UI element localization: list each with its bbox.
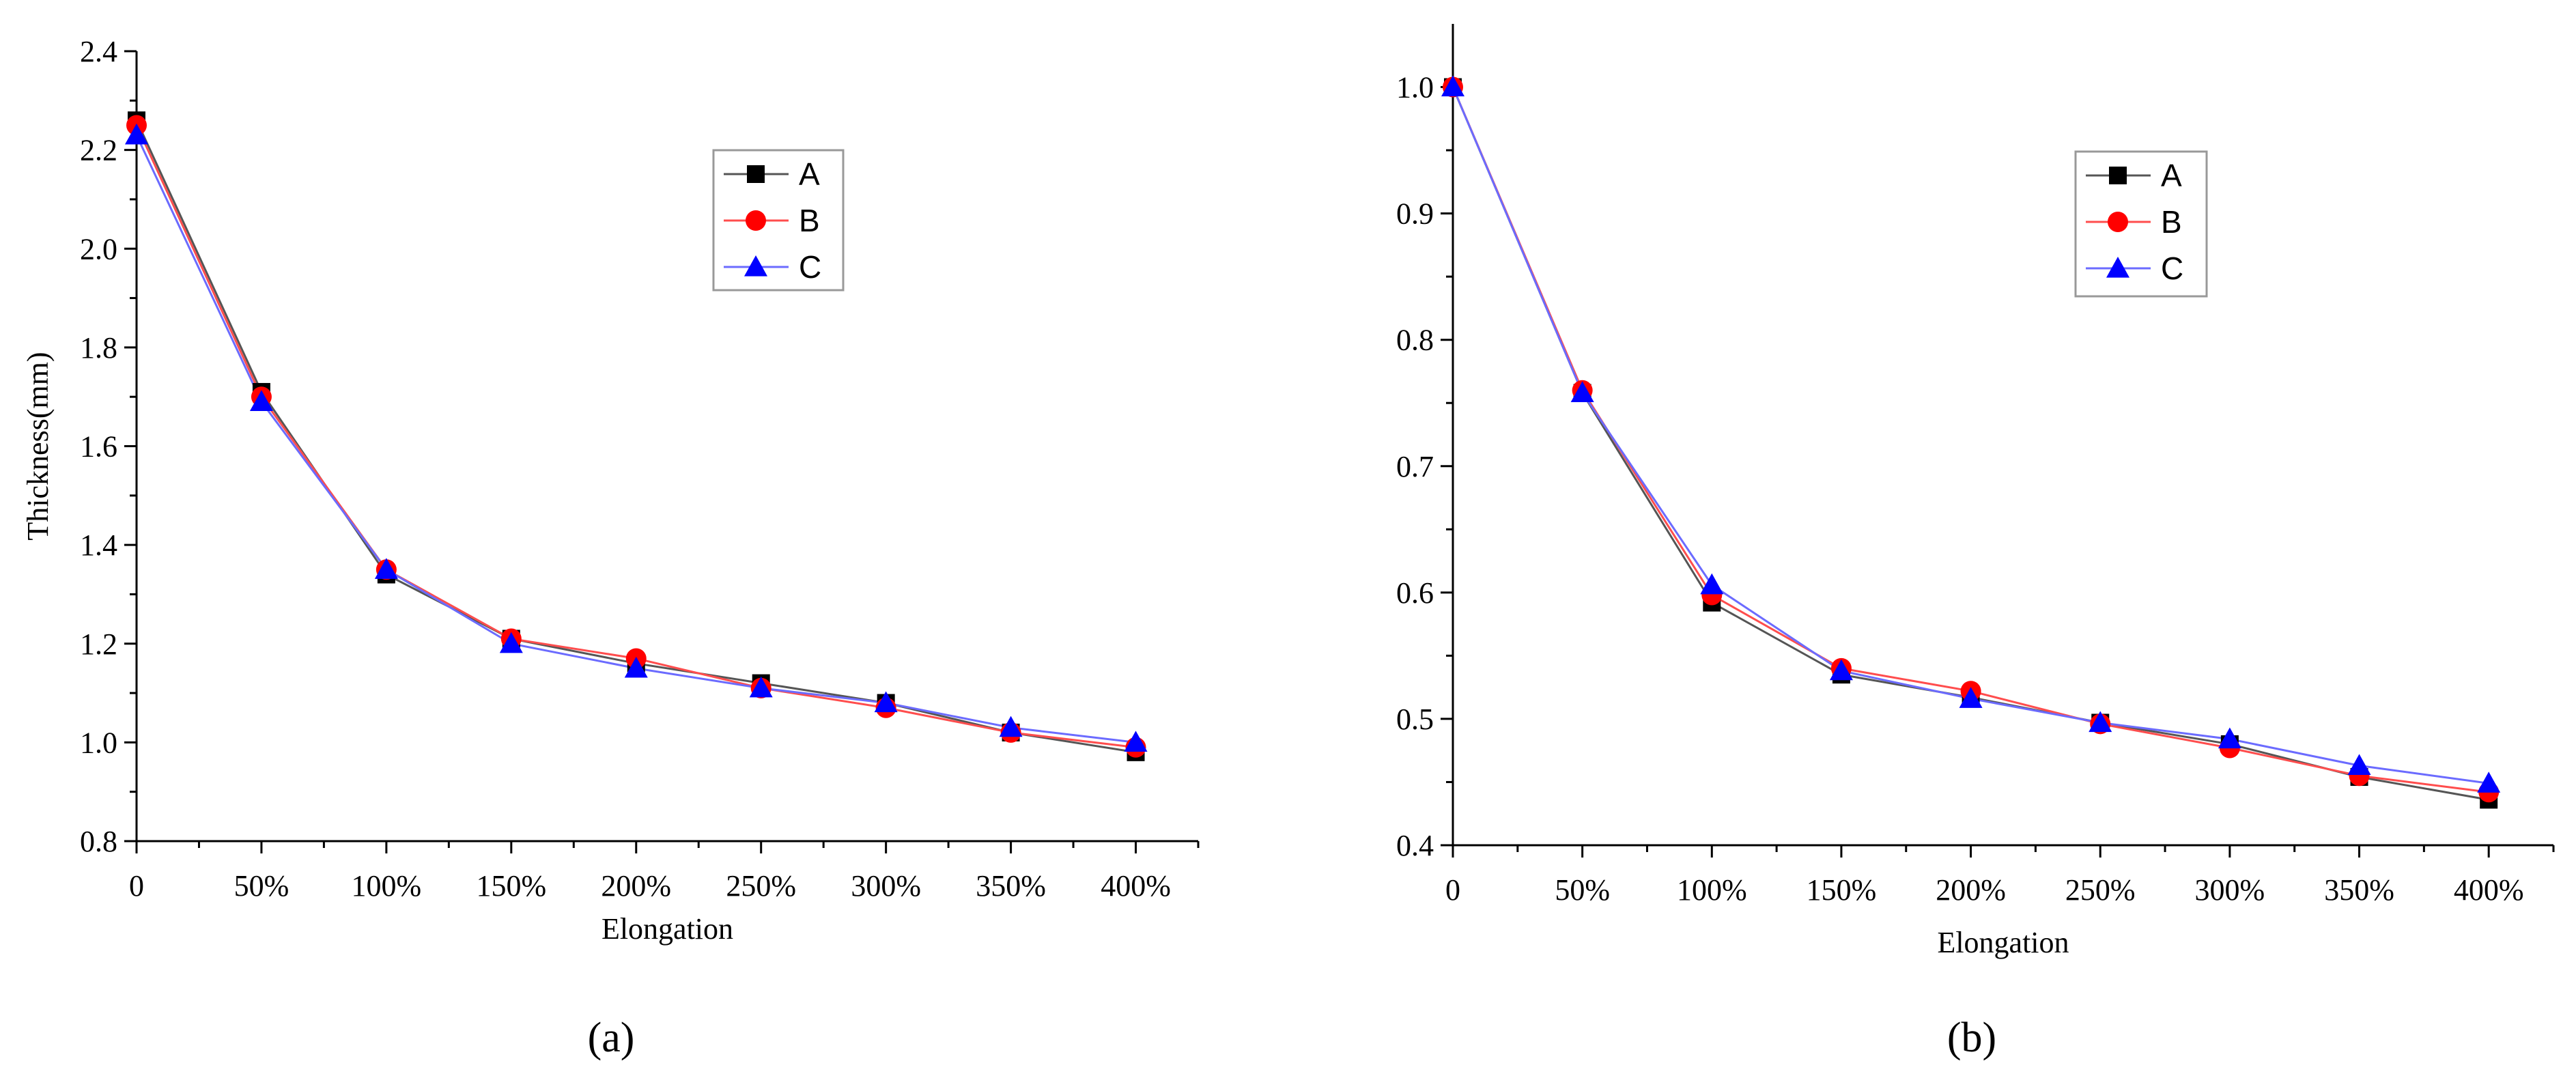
x-tick-label: 200% xyxy=(1936,873,2006,907)
x-tick-label: 0 xyxy=(129,869,144,903)
x-tick-label: 250% xyxy=(2065,873,2136,907)
y-tick-label: 2.2 xyxy=(80,134,117,167)
series-C-point xyxy=(874,691,898,713)
legend-label: B xyxy=(799,203,820,238)
x-tick-label: 250% xyxy=(726,869,796,903)
y-tick-label: 2.0 xyxy=(80,232,117,266)
x-tick-label: 150% xyxy=(476,869,546,903)
legend-label: B xyxy=(2161,204,2182,240)
y-tick-label: 1.6 xyxy=(80,430,117,464)
legend-label: A xyxy=(2161,158,2182,193)
x-tick-label: 400% xyxy=(2454,873,2524,907)
legend-box xyxy=(2074,150,2208,298)
x-tick-label: 150% xyxy=(1807,873,1877,907)
chart-panel-a: 0.8 1.0 1.2 1.4 1.6 1.8 2.0 2.2 2.4 0 50% 100% 150% 2… xyxy=(21,35,1200,1061)
x-axis-label: Elongation xyxy=(1937,926,2069,959)
series-C-point xyxy=(1124,731,1148,752)
series-C-point xyxy=(999,716,1023,737)
y-tick-label: 0.6 xyxy=(1396,576,1434,610)
y-axis-label: Thickness(mm) xyxy=(21,352,55,540)
series-C-point xyxy=(749,676,773,698)
x-tick-label: 350% xyxy=(2324,873,2394,907)
y-tick-label: 1.4 xyxy=(80,528,117,562)
x-tick-label: 0 xyxy=(1445,873,1460,907)
y-tick-label: 1.8 xyxy=(80,331,117,365)
x-axis-label: Elongation xyxy=(601,912,733,946)
x-tick-label: 100% xyxy=(1677,873,1747,907)
y-tick-label: 1.2 xyxy=(80,627,117,661)
series-C-point xyxy=(2477,771,2501,793)
series-C-point xyxy=(125,123,148,145)
series-C-point xyxy=(374,558,398,579)
x-tick-label: 400% xyxy=(1101,869,1171,903)
series-C-point xyxy=(2218,727,2241,749)
legend-marker xyxy=(744,255,767,277)
x-tick-label: 100% xyxy=(352,869,422,903)
y-tick-label: 0.8 xyxy=(1396,324,1434,357)
x-tick-label: 300% xyxy=(851,869,921,903)
x-tick-label: 300% xyxy=(2195,873,2265,907)
series-C-point xyxy=(1441,75,1464,97)
chart-panel-b: 0.4 0.5 0.6 0.7 0.8 0.9 1.0 0 50% 100% 150% 200% 250… xyxy=(1396,24,2555,1061)
x-tick-label: 200% xyxy=(601,869,671,903)
series-C-point xyxy=(1570,381,1594,403)
y-tick-label: 1.0 xyxy=(80,726,117,759)
legend-marker xyxy=(2108,212,2128,232)
y-tick-label: 0.7 xyxy=(1396,450,1434,483)
legend-marker xyxy=(746,210,766,231)
panel-label: (b) xyxy=(1947,1015,1996,1061)
x-tick-label: 50% xyxy=(234,869,289,903)
legend-marker xyxy=(2106,257,2129,278)
y-tick-label: 0.5 xyxy=(1396,703,1434,736)
x-tick-label: 350% xyxy=(976,869,1046,903)
y-tick-label: 2.4 xyxy=(80,35,117,68)
panel-label: (a) xyxy=(588,1015,635,1061)
y-tick-label: 0.9 xyxy=(1396,197,1434,231)
y-tick-label: 0.4 xyxy=(1396,829,1434,862)
series-C-point xyxy=(2089,711,2112,733)
legend-label: C xyxy=(799,249,821,285)
series-C-point xyxy=(1959,687,1983,708)
legend-marker xyxy=(747,165,765,183)
legend-label: A xyxy=(799,156,820,192)
x-tick-label: 50% xyxy=(1555,873,1610,907)
legend-label: C xyxy=(2161,251,2183,286)
legend-marker xyxy=(2109,167,2127,184)
series-C-point xyxy=(1700,573,1724,595)
series-C-point xyxy=(2347,754,2371,776)
series-C-point xyxy=(499,632,523,653)
y-tick-label: 1.0 xyxy=(1396,71,1434,104)
series-C-point xyxy=(1829,659,1853,681)
y-tick-label: 0.8 xyxy=(80,825,117,858)
series-C-point xyxy=(624,656,648,678)
series-C-point xyxy=(249,390,273,412)
